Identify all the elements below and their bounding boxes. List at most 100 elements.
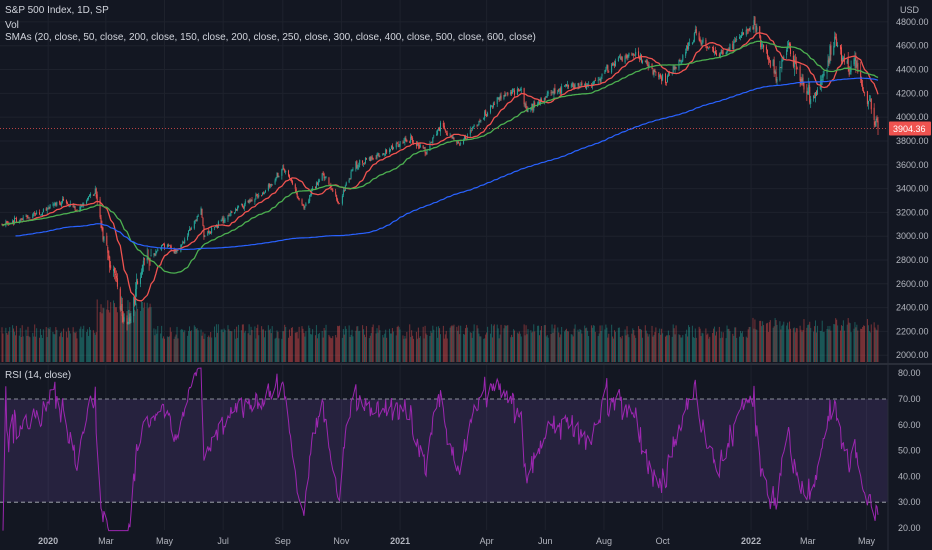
candle-body xyxy=(581,82,583,86)
volume-bar xyxy=(469,332,471,362)
candle-body xyxy=(195,219,197,221)
volume-legend[interactable]: Vol xyxy=(5,20,19,31)
volume-bar xyxy=(215,324,217,362)
volume-bar xyxy=(304,336,306,362)
candle-body xyxy=(303,205,305,209)
volume-bar xyxy=(789,321,791,362)
candle-body xyxy=(390,145,392,149)
candle-body xyxy=(505,94,507,96)
candle-body xyxy=(485,110,487,115)
volume-bar xyxy=(822,331,824,362)
volume-bar xyxy=(21,325,23,362)
candle-body xyxy=(815,90,817,96)
candle-body xyxy=(398,146,400,148)
candle-body xyxy=(640,54,642,62)
candle-body xyxy=(242,206,244,209)
volume-bar xyxy=(493,324,495,362)
candle-body xyxy=(514,90,516,95)
candle-body xyxy=(756,27,758,31)
volume-bar xyxy=(248,324,250,362)
candle-body xyxy=(829,45,831,63)
price-axis[interactable]: 4800.00 4600.00 4400.00 4200.00 4000.00 3800.… xyxy=(896,17,929,360)
volume-bar xyxy=(691,325,693,362)
volume-bar xyxy=(155,329,157,362)
candle-body xyxy=(404,137,406,142)
volume-bar xyxy=(410,337,412,362)
volume-bar xyxy=(477,328,479,362)
volume-bar xyxy=(274,338,276,362)
candle-body xyxy=(566,84,568,87)
candle-body xyxy=(680,61,682,63)
volume-bar xyxy=(875,329,877,362)
candle-body xyxy=(62,198,64,203)
volume-bar xyxy=(814,320,817,362)
volume-bar xyxy=(672,324,674,362)
candle-body xyxy=(802,77,804,85)
volume-bar xyxy=(14,335,16,362)
candle-body xyxy=(305,203,307,207)
volume-bar xyxy=(606,327,608,362)
candle-body xyxy=(708,47,710,50)
volume-bar xyxy=(267,325,269,362)
candle-body xyxy=(60,203,62,206)
volume-bar xyxy=(457,330,459,362)
candle-body xyxy=(600,76,602,82)
volume-bar xyxy=(93,332,95,362)
volume-bar xyxy=(244,330,246,362)
volume-bar xyxy=(860,328,862,362)
volume-bar xyxy=(518,331,520,362)
volume-bar xyxy=(652,336,654,362)
rsi-legend[interactable]: RSI (14, close) xyxy=(5,370,72,381)
volume-bar xyxy=(356,326,358,362)
candle-body xyxy=(79,207,81,212)
candle-body xyxy=(604,70,606,74)
volume-bar xyxy=(47,327,49,362)
volume-bar xyxy=(438,326,440,362)
volume-bar xyxy=(855,327,857,362)
currency-label: USD xyxy=(900,5,920,15)
candle-body xyxy=(823,74,825,75)
candle-body xyxy=(689,42,691,44)
volume-bar xyxy=(139,310,141,362)
volume-bar xyxy=(570,334,572,362)
volume-bar xyxy=(389,328,391,362)
candle-body xyxy=(733,41,735,50)
candle-body xyxy=(594,79,596,81)
candle-body xyxy=(545,96,547,98)
volume-bar xyxy=(640,329,642,362)
candle-body xyxy=(264,190,266,193)
candle-body xyxy=(95,188,97,197)
candle-body xyxy=(248,200,250,203)
volume-bar xyxy=(75,331,77,362)
volume-bar xyxy=(862,326,864,362)
candle-body xyxy=(372,158,374,159)
volume-bar xyxy=(867,325,869,362)
candle-body xyxy=(262,192,264,196)
volume-bar xyxy=(416,338,418,362)
candle-body xyxy=(425,152,427,154)
candle-body xyxy=(399,141,401,147)
volume-bar xyxy=(762,321,764,362)
candle-body xyxy=(685,51,687,56)
candle-body xyxy=(20,218,22,220)
volume-bar xyxy=(369,335,371,362)
volume-bar xyxy=(6,333,8,362)
volume-bar xyxy=(573,328,575,362)
volume-bar xyxy=(665,335,667,362)
sma-legend[interactable]: SMAs (20, close, 50, close, 200, close, … xyxy=(5,32,536,43)
volume-bar xyxy=(207,337,209,362)
symbol-title[interactable]: S&P 500 Index, 1D, SP xyxy=(5,5,109,16)
volume-bar xyxy=(228,329,230,362)
volume-bar xyxy=(214,337,216,362)
volume-bar xyxy=(29,337,31,362)
volume-bar xyxy=(295,332,297,362)
volume-bar xyxy=(506,325,508,362)
time-axis[interactable]: 2020 Mar May Jul Sep Nov 2021 Apr Jun Aug Oct 2022 M… xyxy=(38,536,875,546)
volume-bar xyxy=(773,326,775,362)
volume-bar xyxy=(149,303,151,362)
rsi-axis[interactable]: 80.00 70.00 60.00 50.00 40.00 30.00 20.00 xyxy=(898,368,921,533)
volume-bar xyxy=(358,331,360,362)
candle-body xyxy=(397,144,399,147)
volume-bar xyxy=(15,325,17,362)
